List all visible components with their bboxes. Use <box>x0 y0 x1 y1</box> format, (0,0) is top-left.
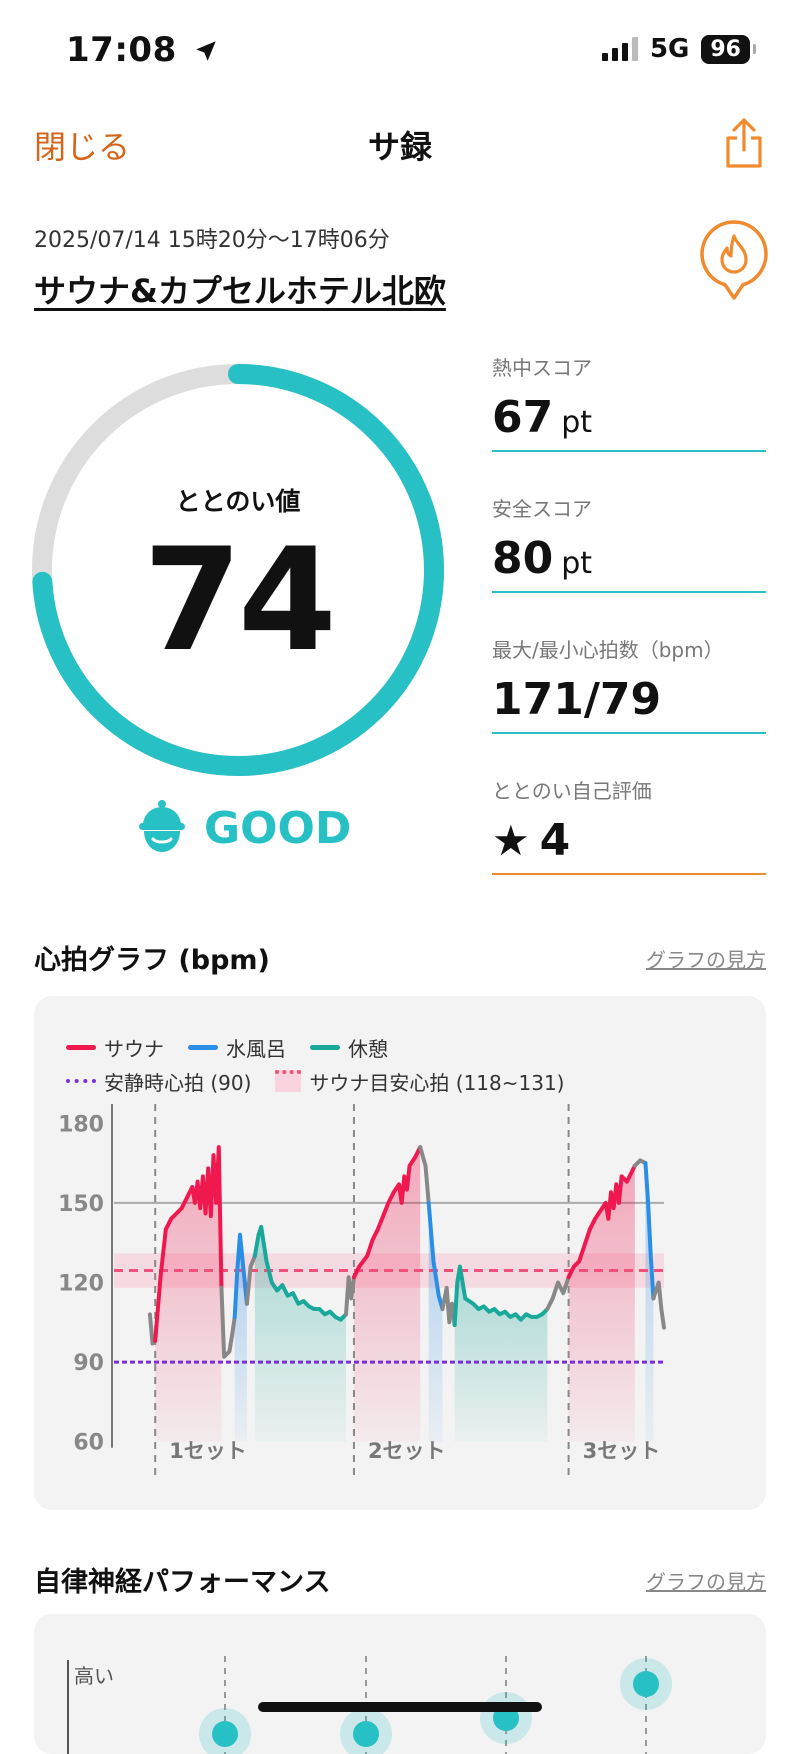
sauna-hat-face-icon <box>139 800 185 852</box>
rating-text: GOOD <box>204 802 352 854</box>
page-title: サ録 <box>367 128 432 166</box>
rest-line <box>252 1224 348 1322</box>
battery-icon: 96 <box>701 34 756 64</box>
signal-icon <box>601 37 638 61</box>
legend-resting-hr: 安静時心拍 (90) <box>66 1067 251 1096</box>
ans-point <box>340 1708 392 1754</box>
y-tick-label: 180 <box>58 1112 104 1137</box>
metric-label: 最大/最小心拍数（bpm） <box>492 638 724 662</box>
water-line <box>643 1161 656 1301</box>
star-icon: ★ <box>492 816 530 865</box>
metric-label: ととのい自己評価 <box>492 779 652 803</box>
metric-value: 171/79 <box>492 674 662 725</box>
sauna-area <box>568 1165 635 1442</box>
transition-line <box>219 1285 237 1359</box>
ans-point <box>480 1692 532 1744</box>
sauna-line <box>153 1145 224 1343</box>
metric-value: 4 <box>539 815 571 866</box>
gauge-label: ととのい値 <box>175 487 301 516</box>
ans-point <box>620 1658 672 1710</box>
water-line <box>426 1200 445 1312</box>
gauge-value: 74 <box>143 518 337 683</box>
clock-text: 17:08 <box>66 30 177 70</box>
legend-sauna: サウナ <box>66 1033 164 1062</box>
fire-badge-icon[interactable] <box>698 218 770 302</box>
ans-chart-card: 高い <box>34 1614 766 1754</box>
metric-unit: pt <box>561 405 593 440</box>
rating-badge: GOOD <box>136 800 351 856</box>
status-time: 17:08 <box>66 30 219 70</box>
hr-how-to-link[interactable]: グラフの見方 <box>646 948 766 972</box>
share-icon[interactable] <box>722 116 766 170</box>
transition-line <box>545 1275 571 1312</box>
location-arrow-icon <box>196 41 216 61</box>
sauna-line <box>566 1163 637 1280</box>
y-tick-label: 150 <box>58 1192 104 1217</box>
rest-area <box>254 1226 346 1442</box>
heart-rate-chart: 1セット 2セット 3セット 180 150 120 90 60 <box>58 1104 666 1475</box>
close-button[interactable]: 閉じる <box>34 128 131 166</box>
metric-label: 熱中スコア <box>492 356 592 380</box>
metric-divider <box>492 450 766 452</box>
network-label: 5G <box>649 34 690 64</box>
metric-divider <box>492 873 766 875</box>
rest-area <box>454 1266 548 1442</box>
safety-score-metric: 安全スコア 80 pt <box>492 493 766 593</box>
transition-line <box>344 1275 356 1317</box>
facility-link[interactable]: サウナ&カプセルホテル北欧 <box>34 272 446 310</box>
rest-line <box>452 1264 550 1327</box>
heart-rate-metric: 最大/最小心拍数（bpm） 171/79 <box>492 634 766 734</box>
metric-unit: pt <box>561 546 593 581</box>
transition-line <box>418 1145 431 1205</box>
ans-y-label-high: 高い <box>74 1664 114 1688</box>
totonoi-gauge <box>32 364 444 776</box>
legend-target-hr: サウナ目安心拍 (118~131) <box>275 1067 565 1096</box>
metric-value: 67 <box>492 392 554 443</box>
ans-section-title: 自律神経パフォーマンス <box>34 1567 331 1598</box>
metric-label: 安全スコア <box>492 497 592 521</box>
ans-chart <box>67 1656 672 1754</box>
legend-rest: 休憩 <box>310 1033 388 1062</box>
metric-divider <box>492 591 766 593</box>
home-indicator <box>258 1702 542 1712</box>
y-tick-label: 120 <box>58 1272 104 1297</box>
set-label: 2セット <box>368 1439 446 1463</box>
set-label: 3セット <box>583 1439 661 1463</box>
water-line <box>232 1232 249 1319</box>
y-tick-label: 90 <box>73 1351 104 1376</box>
ans-point <box>199 1708 251 1754</box>
transition-line <box>244 1253 257 1306</box>
y-tick-label: 60 <box>73 1431 104 1456</box>
sauna-line <box>351 1145 423 1280</box>
session-datetime: 2025/07/14 15時20分〜17時06分 <box>34 228 390 253</box>
sauna-area <box>353 1147 421 1442</box>
metric-value: 80 <box>492 533 554 584</box>
ans-how-to-link[interactable]: グラフの見方 <box>646 1570 766 1594</box>
status-indicators: 5G 96 <box>601 34 756 64</box>
set-label: 1セット <box>169 1439 247 1463</box>
heat-score-metric: 熱中スコア 67 pt <box>492 352 766 452</box>
hr-graph-title: 心拍グラフ (bpm) <box>34 945 270 976</box>
chart-legend: サウナ 水風呂 休憩 安静時心拍 (90) サウナ目安心拍 (118~131) <box>66 1030 565 1098</box>
legend-water: 水風呂 <box>188 1033 286 1062</box>
metric-divider <box>492 732 766 734</box>
self-eval-metric[interactable]: ととのい自己評価 ★ 4 <box>492 775 766 875</box>
transition-line <box>651 1280 666 1330</box>
transition-line <box>440 1285 457 1327</box>
water-area <box>645 1163 654 1442</box>
gauge-progress-arc <box>32 364 444 776</box>
